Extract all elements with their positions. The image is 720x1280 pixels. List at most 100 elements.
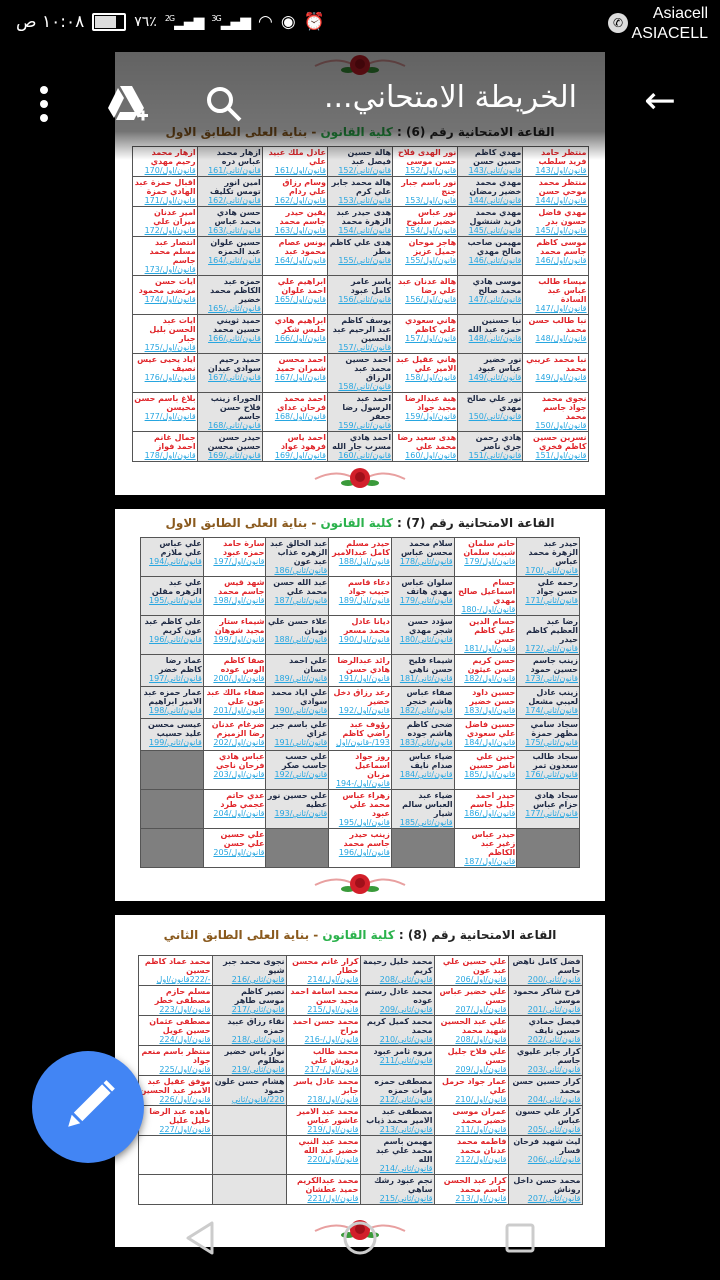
student-cell: علي عبد الزهره مقلن قانون/ثاني/195 (140, 576, 204, 616)
student-cell: علي اياد محمد سوادي قانون/ثاني/190 (265, 686, 330, 719)
exam-code: قانون/اول/224 (159, 1035, 211, 1044)
home-circle-icon[interactable] (342, 1220, 378, 1256)
student-name: عباس هادي فرحان ناجي (216, 752, 265, 770)
student-cell: حاتم سلمان شبيب سلمان قانون/اول/179 (453, 537, 518, 577)
table-row: ليث شهيد فرحان فسار قانون/ثاني/206 فاطمه م… (137, 1135, 583, 1175)
student-name: سارة حامد حمزه عبود (223, 539, 265, 557)
exam-code: قانون/اول/144 (535, 196, 587, 205)
student-cell: حسين داود حسن خضير قانون/اول/183 (453, 686, 518, 719)
college-name: كلية القانون (322, 928, 395, 942)
exam-code: قانون/اول/152 (405, 166, 457, 175)
student-cell: ضرغام عدنان رضا الزميزم قانون/اول/202 (202, 718, 267, 751)
student-name: نوار ياس خضير مظلوم (224, 1047, 285, 1065)
document-page-7: القاعة الامتحانية رقم (7) : كلية القانون… (115, 509, 605, 901)
building-name: - بناية العلى الطابق الاول (165, 516, 317, 530)
student-name: اياد يحيى عيس نصيف (137, 355, 196, 373)
student-name: كرار جابر عليوي جاسم (516, 1047, 581, 1065)
student-cell: نجوى محمد جبر شيو قانون/ثاني/216 (211, 955, 287, 986)
student-name: علاء حسن علي نومان (268, 617, 328, 635)
eye-icon: ◉ (280, 12, 296, 32)
student-name: حسين داود حسن خضير (469, 688, 516, 706)
exam-code: قانون/اول/183 (464, 706, 516, 715)
student-name: احمد هادي مسرب جار الله (332, 433, 392, 451)
edit-fab-button[interactable] (32, 1051, 144, 1163)
exam-code: قانون/اول/164 (274, 256, 326, 265)
student-cell: فرح شاكر محمود موسى قانون/ثاني/201 (507, 985, 583, 1016)
student-name: صفاء عباس هاشم خنجر (406, 688, 453, 706)
exam-code: قانون/اول/-216 (304, 1035, 359, 1044)
title-sep: : (397, 516, 402, 530)
empty-cell (137, 1135, 213, 1175)
exam-code: قانون/ثاني/174 (525, 706, 578, 715)
student-cell: محمد حسن داخل روناش قانون/ثاني/207 (507, 1174, 583, 1205)
rose-ornament-icon (310, 465, 410, 491)
student-name: حيدر احمد جليل جاسم (470, 791, 516, 809)
student-name: مهدي محمد خضير رمضان (469, 178, 522, 196)
student-name: نور باسم جبار جنج (401, 178, 457, 196)
student-name: زينب عادل لعيبي مشعل (528, 688, 578, 706)
student-cell: هدى حيدر عبد الزهرة محمد قانون/ثاني/154 (326, 206, 394, 237)
exam-code: قانون/اول/207 (455, 1005, 507, 1014)
student-name: محمد كميل كريم محمد (366, 1017, 433, 1035)
exam-code: قانون/ثاني/188 (274, 635, 328, 644)
student-cell: علي فلاح جليل حسن قانون/اول/209 (433, 1045, 509, 1076)
student-cell: دعاء قاسم حبيب جواد قانون/اول/189 (328, 576, 392, 616)
student-cell: منتظر باسم منعم جواد قانون/اول/225 (137, 1045, 213, 1076)
student-cell: نبا حسنين حمزه عبد الله قانون/ثاني/148 (457, 314, 524, 354)
student-name: علي فلاح جليل حسن (447, 1047, 507, 1065)
student-cell: علي حسين علي عبد عون قانون/اول/206 (433, 955, 509, 986)
search-icon[interactable] (204, 84, 244, 124)
student-name: صفا كاظم الوس عوده (220, 656, 265, 674)
student-name: ضياء عباس صدام نايف (408, 752, 453, 770)
document-pages[interactable]: القاعة الامتحانية رقم (6) : كلية القانون… (115, 48, 605, 1261)
student-cell: علي عباس علي ملازم قانون/ثاني/194 (140, 537, 204, 577)
exam-code: قانون/ثاني/172 (525, 644, 578, 653)
exam-code: قانون/اول/-217 (304, 1065, 359, 1074)
exam-code: قانون/اول/202 (213, 738, 265, 747)
exam-code: قانون/اول/163 (274, 226, 326, 235)
student-cell: علاء حسن علي نومان قانون/ثاني/188 (265, 615, 330, 655)
signal-2g-icon: 2G▂▄▆ (164, 13, 205, 31)
student-cell: عدي حاتم عجمي طرد قانون/اول/204 (202, 789, 267, 829)
student-name: فضل كامل ناهض جاسم (512, 957, 581, 975)
exam-code: قانون/ثاني/146 (468, 256, 522, 265)
back-arrow-icon[interactable]: ← (644, 78, 676, 122)
student-name: حسين فاضل علي سعودي (465, 720, 516, 738)
more-vert-icon[interactable] (36, 84, 52, 124)
exam-code: قانون/ثاني/157 (338, 343, 392, 352)
student-name: عمار حمزه عبد الامير ابراهيم (143, 688, 202, 706)
drive-add-icon[interactable] (106, 84, 150, 126)
student-name: حيدر حسن حسين محسن (207, 433, 261, 451)
student-name: نبا محمد عريبي محمد (526, 355, 587, 373)
student-name: زهراء عباس محمد علي عبود (342, 791, 390, 818)
student-name: يوسف كاظم عبد الرحيم عبد الحسين (332, 316, 392, 343)
exam-code: قانون/ثاني/153 (338, 196, 392, 205)
exam-code: قانون/ثاني/150 (468, 412, 522, 421)
student-name: مسلم حازم مصطفى خطر (154, 987, 211, 1005)
exam-code: قانون/ثاني/154 (338, 226, 392, 235)
student-name: رؤوف عبد راضي كاظم (342, 720, 390, 738)
student-cell: حيدر عبد الزهرة محمد عباس قانون/ثاني/170 (516, 537, 580, 577)
student-name: حمزه عبد الكاظم محمد خضير (210, 277, 261, 304)
exam-code: قانون/ثاني/161 (208, 166, 261, 175)
back-triangle-icon[interactable] (184, 1220, 216, 1256)
student-cell: حسين علوان عبد الحمزه قانون/ثاني/164 (196, 236, 263, 276)
exam-code: قانون/اول/146 (535, 256, 587, 265)
student-cell: محمد عبد الامير عاشور عباس قانون/اول/219 (285, 1105, 361, 1136)
student-cell: محمد عادل ياسر جابر قانون/اول/218 (285, 1075, 361, 1106)
exam-code: قانون/اول/162 (274, 196, 326, 205)
student-cell: هبة عبدالرضا مجيد جواد قانون/اول/159 (392, 392, 459, 432)
student-cell: صفاء مالك عبد عون علي قانون/اول/201 (202, 686, 267, 719)
exam-code: قانون/ثاني/206 (527, 1155, 581, 1164)
student-name: حسن هادي محمد عباس (214, 208, 261, 226)
status-bar: ١٠:٠٨ ص ٧٦٪ 2G▂▄▆ 3G▂▄▆ ◠ ◉ ⏰ ✆ Asiacell… (0, 0, 720, 45)
exam-code: قانون/اول/167 (274, 373, 326, 382)
student-name: اقبال حمزة عبد الهادي حمزة (134, 178, 196, 196)
table-row: حيدر عبد الزهرة محمد عباس قانون/ثاني/170 ح… (140, 537, 580, 577)
student-cell: زينب حيدر جاسم محمد قانون/اول/196 (328, 828, 392, 868)
student-name: حيدر عباس زغير عبد الكاظم (471, 830, 516, 857)
student-cell: جمال غانم احمد فواز قانون/اول/178 (131, 431, 198, 462)
recents-square-icon[interactable] (504, 1222, 536, 1254)
exam-code: قانون/اول/171 (144, 196, 196, 205)
student-name: موسى هادي محمد صالح (472, 277, 522, 295)
